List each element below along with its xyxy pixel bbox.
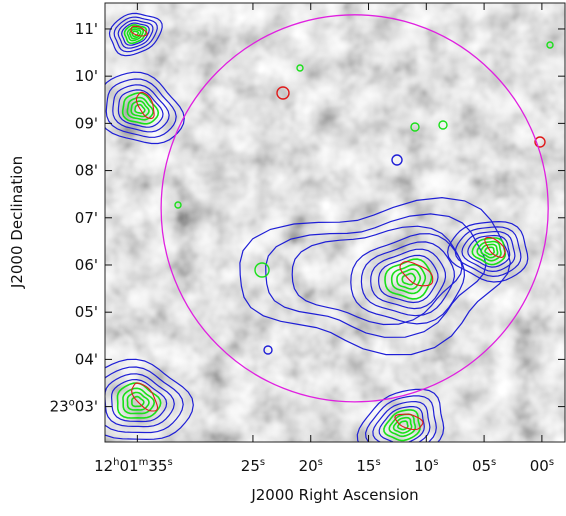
blue-contour <box>110 378 168 423</box>
y-tick-label: 08' <box>75 162 98 180</box>
green-contour <box>126 391 150 411</box>
y-tick-label: 23o03' <box>50 398 98 416</box>
x-tick-label: 05s <box>472 457 496 475</box>
small-contour-ring <box>391 154 403 166</box>
x-axis-title: J2000 Right Ascension <box>250 486 418 504</box>
small-contour-ring <box>410 122 420 132</box>
small-contour-ring <box>438 120 448 130</box>
blue-contour <box>105 78 177 138</box>
green-contour <box>126 96 154 121</box>
y-tick-label: 06' <box>75 256 98 274</box>
plot-panel <box>105 3 565 442</box>
x-tick-label: 15s <box>356 457 380 475</box>
blue-contour <box>350 233 466 325</box>
blue-contour <box>467 234 511 268</box>
small-contour-ring <box>276 86 290 100</box>
field-of-view-circle <box>160 14 549 403</box>
blue-contour <box>112 84 170 133</box>
blue-contour <box>108 12 163 57</box>
plot-frame <box>104 2 566 443</box>
blue-contour <box>377 254 439 304</box>
x-axis-ticks: 12h01m35s 25s 20s 15s 10s 05s 00s <box>94 3 554 475</box>
small-contour-ring <box>254 262 270 278</box>
red-contour <box>394 413 424 431</box>
green-contour <box>390 263 427 295</box>
y-tick-label: 09' <box>75 114 98 132</box>
blue-extended-contour <box>291 225 463 326</box>
green-contour <box>128 28 142 40</box>
green-contour <box>471 237 507 266</box>
blue-contour <box>105 358 194 441</box>
y-tick-label: 10' <box>75 67 98 85</box>
blue-contour <box>454 226 522 278</box>
y-axis-title: J2000 Declination <box>8 156 26 289</box>
blue-contour <box>105 71 185 145</box>
y-tick-label: 05' <box>75 303 98 321</box>
green-contour <box>130 100 150 118</box>
green-contour <box>396 268 422 290</box>
green-contour <box>126 26 144 42</box>
blue-contour <box>117 89 164 128</box>
red-contour <box>130 25 148 37</box>
y-axis-ticks: 11' 10' 09' 08' 07' 06' 05' 04' 23o03' <box>50 20 565 416</box>
green-contour <box>476 240 502 262</box>
blue-contour <box>356 388 445 442</box>
x-tick-label: 00s <box>530 457 554 475</box>
y-tick-label: 04' <box>75 350 98 368</box>
small-contour-ring <box>263 345 273 355</box>
green-contour <box>116 382 162 419</box>
green-contour <box>122 387 156 415</box>
x-tick-label: 10s <box>414 457 438 475</box>
blue-contour <box>370 248 447 310</box>
green-contour <box>134 103 146 115</box>
green-contour <box>384 258 433 300</box>
x-tick-label: 12h01m35s <box>94 457 173 475</box>
green-contour <box>121 92 160 125</box>
green-contour <box>383 409 421 442</box>
blue-contour <box>372 400 431 442</box>
blue-contour <box>378 406 425 442</box>
blue-contour <box>113 16 158 53</box>
blue-contour <box>446 220 529 283</box>
small-contour-ring <box>546 41 554 49</box>
blue-contour <box>117 19 154 49</box>
green-contour <box>123 24 148 45</box>
red-contour <box>399 261 434 287</box>
blue-contour <box>105 373 175 428</box>
blue-contour <box>121 22 150 46</box>
x-tick-label: 20s <box>299 457 323 475</box>
blue-contour <box>105 366 184 434</box>
y-tick-label: 11' <box>75 20 98 38</box>
green-contour <box>130 395 145 408</box>
red-contour <box>135 91 155 119</box>
green-contour <box>484 246 496 256</box>
blue-extended-contour <box>239 196 511 356</box>
small-contour-ring <box>296 64 304 72</box>
y-tick-label: 07' <box>75 209 98 227</box>
blue-extended-contour <box>265 213 487 338</box>
small-contour-ring <box>534 136 546 148</box>
x-tick-label: 25s <box>241 457 265 475</box>
red-contour <box>131 382 159 412</box>
small-contour-ring <box>174 201 182 209</box>
blue-contour <box>461 230 516 273</box>
red-contour <box>484 236 506 258</box>
blue-contour <box>360 241 456 317</box>
green-contour <box>480 243 499 259</box>
